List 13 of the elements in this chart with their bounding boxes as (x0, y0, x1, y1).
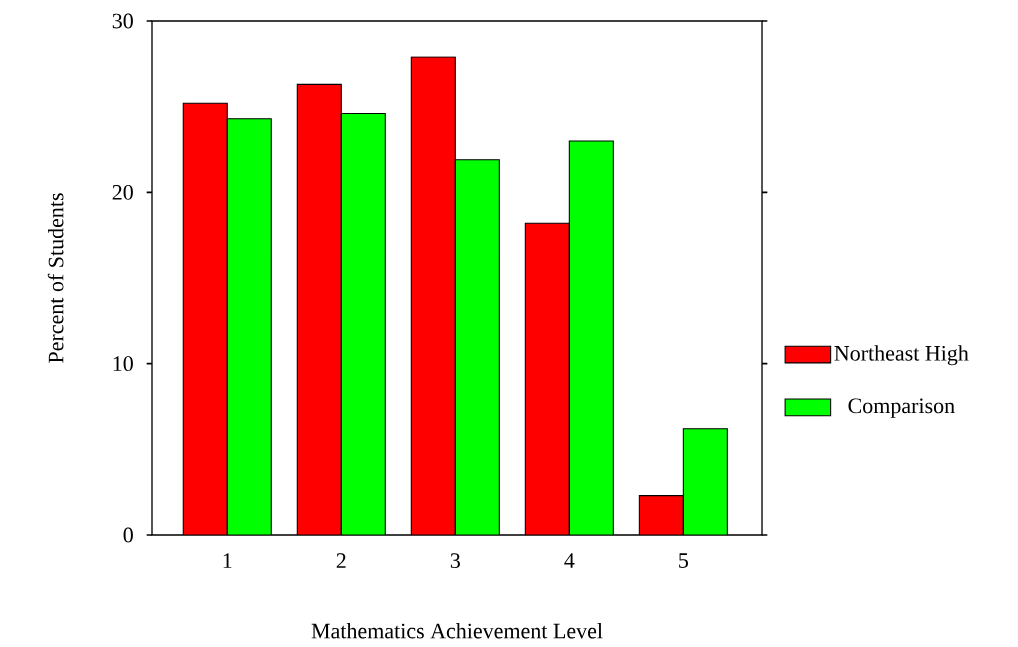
x-tick-label: 5 (679, 553, 688, 568)
x-tick-label: 1 (223, 553, 232, 568)
legend-label: Comparison (848, 398, 955, 418)
y-tick-label: 20 (112, 184, 133, 200)
x-axis-title: Mathematics Achievement Level (311, 622, 603, 639)
x-tick-label: 4 (564, 553, 575, 568)
x-tick-label: 2 (336, 553, 346, 568)
y-tick-label: 0 (123, 527, 133, 543)
y-tick-label: 30 (112, 13, 133, 29)
x-tick-label: 3 (450, 553, 460, 569)
legend-label: Northeast High (834, 345, 969, 366)
y-tick-label: 10 (113, 356, 133, 372)
y-axis-title: Percent of Students (47, 193, 64, 363)
